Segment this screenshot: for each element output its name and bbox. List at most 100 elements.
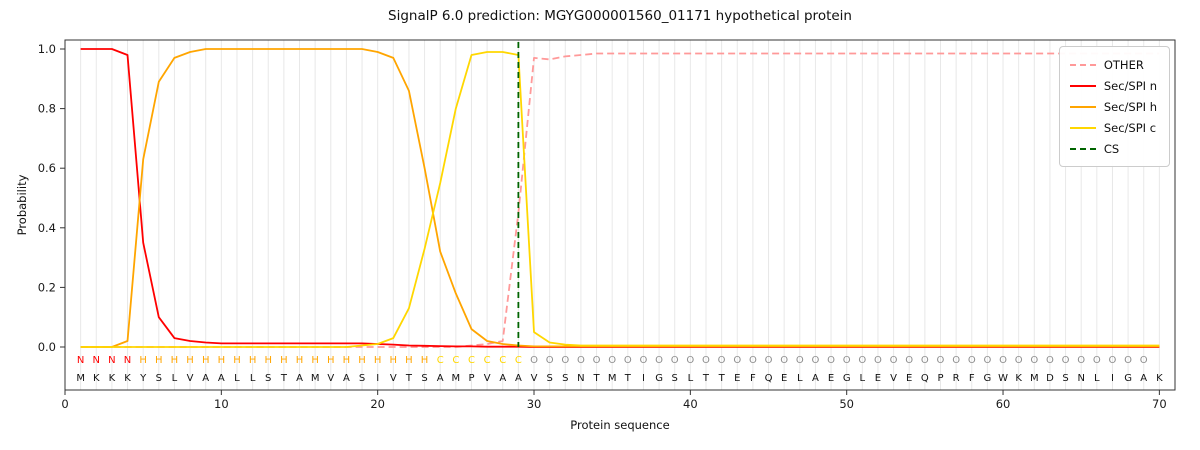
- sequence-letter: L: [797, 373, 803, 384]
- region-letter: O: [858, 355, 866, 366]
- sequence-letter: L: [250, 373, 256, 384]
- sequence-letter: M: [608, 373, 617, 384]
- region-letter: H: [171, 355, 179, 366]
- region-letter: O: [1077, 355, 1085, 366]
- legend-line-sample: [1069, 105, 1096, 108]
- region-letter: H: [296, 355, 304, 366]
- sequence-letter: N: [577, 373, 584, 384]
- region-letter: H: [249, 355, 257, 366]
- x-tick-label: 40: [683, 397, 698, 411]
- sequence-letter: P: [937, 373, 943, 384]
- region-letter: N: [93, 355, 100, 366]
- region-letter: O: [577, 355, 585, 366]
- x-tick-label: 50: [839, 397, 854, 411]
- sequence-letter: K: [1015, 373, 1022, 384]
- region-letter: O: [890, 355, 898, 366]
- sequence-letter: E: [781, 373, 787, 384]
- region-letter: O: [624, 355, 632, 366]
- sequence-letter: R: [953, 373, 960, 384]
- region-letter: H: [311, 355, 319, 366]
- legend-label: OTHER: [1103, 57, 1144, 72]
- legend-label: Sec/SPI h: [1103, 99, 1157, 114]
- sequence-letter: A: [515, 373, 522, 384]
- x-tick-label: 0: [61, 397, 68, 411]
- region-letter: O: [843, 355, 851, 366]
- region-letter: O: [1140, 355, 1148, 366]
- sequence-letter: T: [702, 373, 710, 384]
- sequence-letter: G: [843, 373, 851, 384]
- sequence-letter: T: [280, 373, 288, 384]
- sequence-letter: K: [1156, 373, 1163, 384]
- sequence-letter: T: [405, 373, 413, 384]
- sequence-letter: V: [890, 373, 897, 384]
- region-letter: O: [686, 355, 694, 366]
- series-line-sec-spi-h: [80, 48, 1160, 348]
- x-tick-label: 70: [1152, 397, 1167, 411]
- x-tick-label: 10: [214, 397, 229, 411]
- legend-item-sec-spi-c: Sec/SPI c: [1069, 117, 1157, 138]
- region-letter: O: [937, 355, 945, 366]
- region-letter: O: [968, 355, 976, 366]
- region-letter: H: [343, 355, 351, 366]
- region-letter: O: [796, 355, 804, 366]
- region-letter: O: [780, 355, 788, 366]
- sequence-letter: K: [124, 373, 131, 384]
- sequence-letter: M: [311, 373, 320, 384]
- legend-label: CS: [1103, 141, 1120, 156]
- region-letter: N: [108, 355, 115, 366]
- sequence-letter: G: [655, 373, 663, 384]
- region-letter: O: [733, 355, 741, 366]
- region-letter: H: [264, 355, 272, 366]
- region-letter: H: [374, 355, 382, 366]
- sequence-letter: L: [688, 373, 694, 384]
- region-letter: H: [202, 355, 210, 366]
- region-letter: H: [358, 355, 366, 366]
- sequence-letter: A: [437, 373, 444, 384]
- region-letter: O: [905, 355, 913, 366]
- region-letter: O: [1109, 355, 1117, 366]
- sequence-letter: E: [906, 373, 912, 384]
- y-tick-label: 0.8: [38, 102, 56, 116]
- sequence-letter: L: [860, 373, 866, 384]
- region-letter: H: [405, 355, 413, 366]
- region-letter: O: [1062, 355, 1070, 366]
- sequence-letter: T: [592, 373, 600, 384]
- sequence-letter: A: [218, 373, 225, 384]
- region-letter: O: [593, 355, 601, 366]
- sequence-letter: I: [642, 373, 645, 384]
- region-letter: O: [999, 355, 1007, 366]
- region-letter: H: [139, 355, 147, 366]
- chart-title: SignalP 6.0 prediction: MGYG000001560_01…: [388, 8, 852, 24]
- region-letter: H: [233, 355, 241, 366]
- sequence-letter: A: [1140, 373, 1147, 384]
- region-letter: O: [671, 355, 679, 366]
- axes-box: [64, 39, 1176, 391]
- legend-line-sample: [1069, 126, 1096, 129]
- region-letter: O: [655, 355, 663, 366]
- sequence-letter: V: [187, 373, 194, 384]
- region-letter: O: [921, 355, 929, 366]
- sequence-letter: L: [234, 373, 240, 384]
- sequence-letter: S: [672, 373, 678, 384]
- sequence-letter: S: [546, 373, 552, 384]
- y-tick-label: 0.0: [38, 340, 56, 354]
- region-letter: O: [749, 355, 757, 366]
- sequence-letter: S: [156, 373, 162, 384]
- sequence-letter: F: [750, 373, 756, 384]
- sequence-letter: E: [734, 373, 740, 384]
- region-letter: H: [218, 355, 226, 366]
- sequence-letter: K: [109, 373, 116, 384]
- region-letter: O: [827, 355, 835, 366]
- sequence-letter: M: [76, 373, 85, 384]
- sequence-letter: V: [484, 373, 491, 384]
- region-letter: N: [77, 355, 84, 366]
- sequence-letter: G: [1124, 373, 1132, 384]
- region-letter: O: [1046, 355, 1054, 366]
- sequence-letter: Y: [139, 373, 147, 384]
- sequence-letter: G: [984, 373, 992, 384]
- x-tick-label: 60: [996, 397, 1011, 411]
- region-letter: N: [124, 355, 131, 366]
- series-line-sec-spi-c: [80, 51, 1160, 348]
- series-line-sec-spi-n: [80, 48, 1160, 348]
